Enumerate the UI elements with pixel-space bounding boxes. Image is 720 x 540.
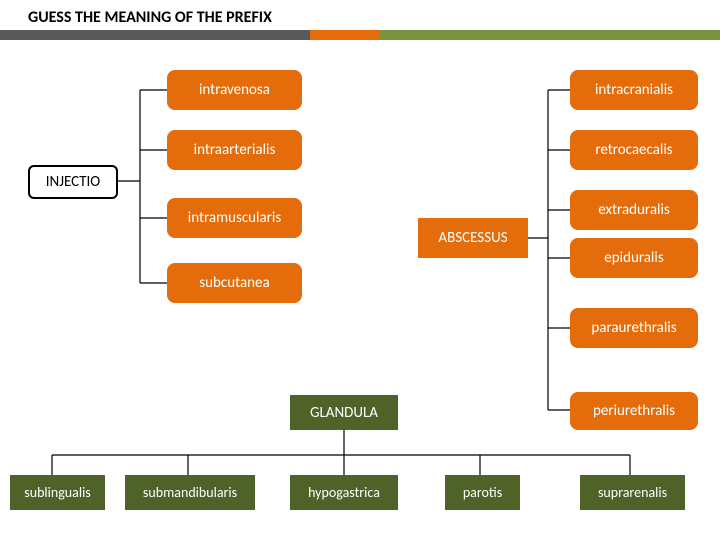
injectio-root: INJECTIO: [28, 165, 118, 199]
glandula-child: sublingualis: [10, 475, 105, 510]
abscessus-child: periurethralis: [570, 392, 698, 430]
injectio-child: intravenosa: [167, 70, 302, 110]
abscessus-child: retrocaecalis: [570, 130, 698, 170]
glandula-child: submandibularis: [125, 475, 255, 510]
injectio-child: intraarterialis: [167, 130, 302, 170]
injectio-child: subcutanea: [167, 263, 302, 303]
abscessus-child: intracranialis: [570, 70, 698, 110]
abscessus-child: epiduralis: [570, 238, 698, 278]
abscessus-root: ABSCESSUS: [418, 218, 528, 258]
glandula-root: GLANDULA: [290, 395, 398, 430]
abscessus-child: extraduralis: [570, 190, 698, 230]
glandula-child: parotis: [445, 475, 520, 510]
glandula-child: hypogastrica: [290, 475, 398, 510]
title-underline: [0, 30, 720, 40]
slide-title: GUESS THE MEANING OF THE PREFIX: [28, 8, 272, 27]
glandula-child: suprarenalis: [580, 475, 685, 510]
injectio-child: intramuscularis: [167, 198, 302, 238]
abscessus-child: paraurethralis: [570, 308, 698, 348]
